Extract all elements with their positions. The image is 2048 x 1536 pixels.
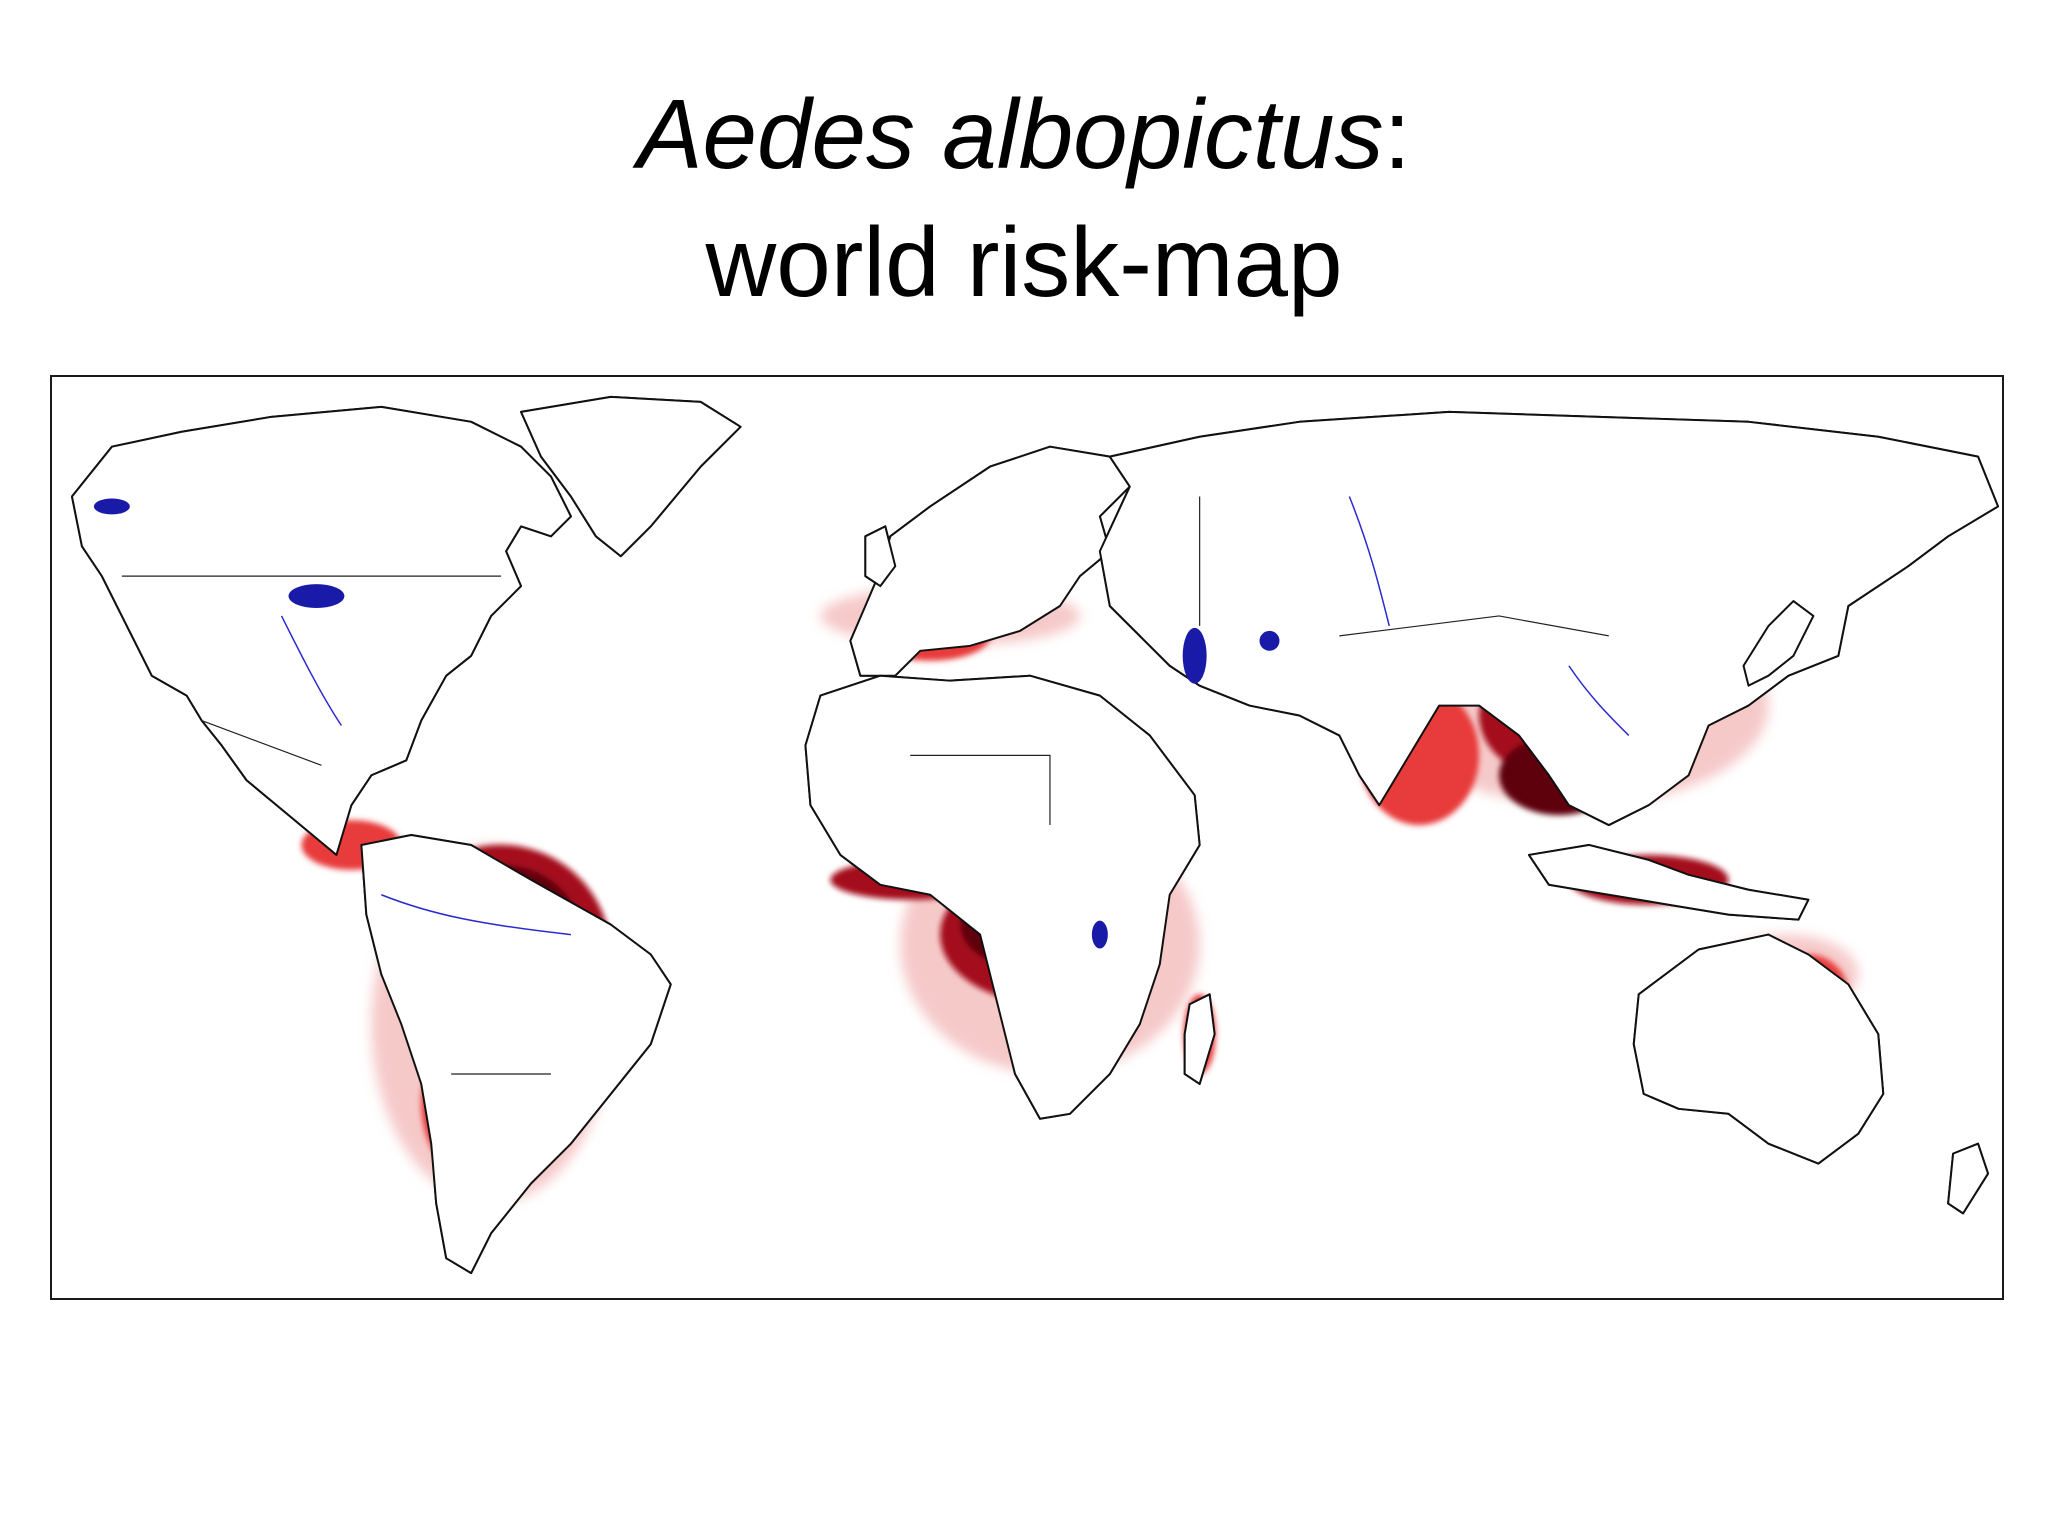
great-bear-lake <box>93 498 130 515</box>
rivers <box>280 496 1630 936</box>
map-canvas <box>70 395 2000 1275</box>
border-north-africa <box>910 754 1051 826</box>
lake-victoria <box>1091 920 1108 949</box>
lakes <box>93 498 1280 949</box>
species-name: Aedes albopictus <box>637 79 1384 189</box>
slide-title: Aedes albopictus: world risk-map <box>0 70 2048 326</box>
great-lakes <box>288 584 345 608</box>
ob-river <box>1348 496 1390 627</box>
amazon-river <box>381 894 572 936</box>
title-line-2: world risk-map <box>705 207 1343 317</box>
title-line-1: Aedes albopictus: <box>0 70 2048 198</box>
title-colon: : <box>1383 79 1411 189</box>
aral-sea <box>1259 630 1280 651</box>
country-borders <box>121 496 1609 1075</box>
world-risk-map <box>50 375 2004 1300</box>
caspian-sea <box>1182 627 1207 684</box>
border-central-asia <box>1339 615 1609 637</box>
border-us-mexico <box>201 719 322 766</box>
yangtze-river <box>1568 665 1630 736</box>
mississippi-river <box>280 615 343 726</box>
